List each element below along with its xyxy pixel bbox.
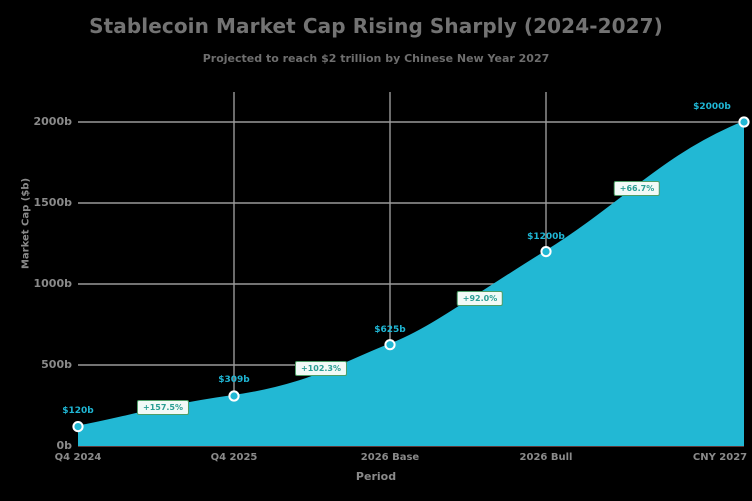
growth-badge-4: +66.7% xyxy=(613,181,661,196)
x-tick-2026-base: 2026 Base xyxy=(360,452,420,463)
x-axis-title: Period xyxy=(355,470,397,483)
growth-badge-3: +92.0% xyxy=(456,291,504,306)
point-label-cny-2027: $2000b xyxy=(693,102,731,112)
point-label-q4-2025: $309b xyxy=(218,375,250,385)
y-tick-2000b: 2000b xyxy=(33,115,73,128)
x-tick-2026-bull: 2026 Bull xyxy=(519,452,573,463)
y-tick-0b: 0b xyxy=(56,439,72,452)
point-label-2026-bull: $1200b xyxy=(527,232,565,242)
point-label-2026-base: $625b xyxy=(374,325,406,335)
y-tick-500b: 500b xyxy=(41,358,72,371)
growth-badge-2: +102.3% xyxy=(294,361,348,376)
y-tick-1500b: 1500b xyxy=(33,196,73,209)
x-tick-q4-2024: Q4 2024 xyxy=(54,452,102,463)
data-point-markers xyxy=(72,116,750,433)
x-tick-cny-2027: CNY 2027 xyxy=(692,452,748,463)
chart-subtitle: Projected to reach $2 trillion by Chines… xyxy=(202,52,550,65)
chart-title: Stablecoin Market Cap Rising Sharply (20… xyxy=(89,14,663,38)
growth-badge-1: +157.5% xyxy=(136,400,190,415)
point-label-q4-2024: $120b xyxy=(62,406,94,416)
x-tick-q4-2025: Q4 2025 xyxy=(210,452,258,463)
y-tick-1000b: 1000b xyxy=(33,277,73,290)
